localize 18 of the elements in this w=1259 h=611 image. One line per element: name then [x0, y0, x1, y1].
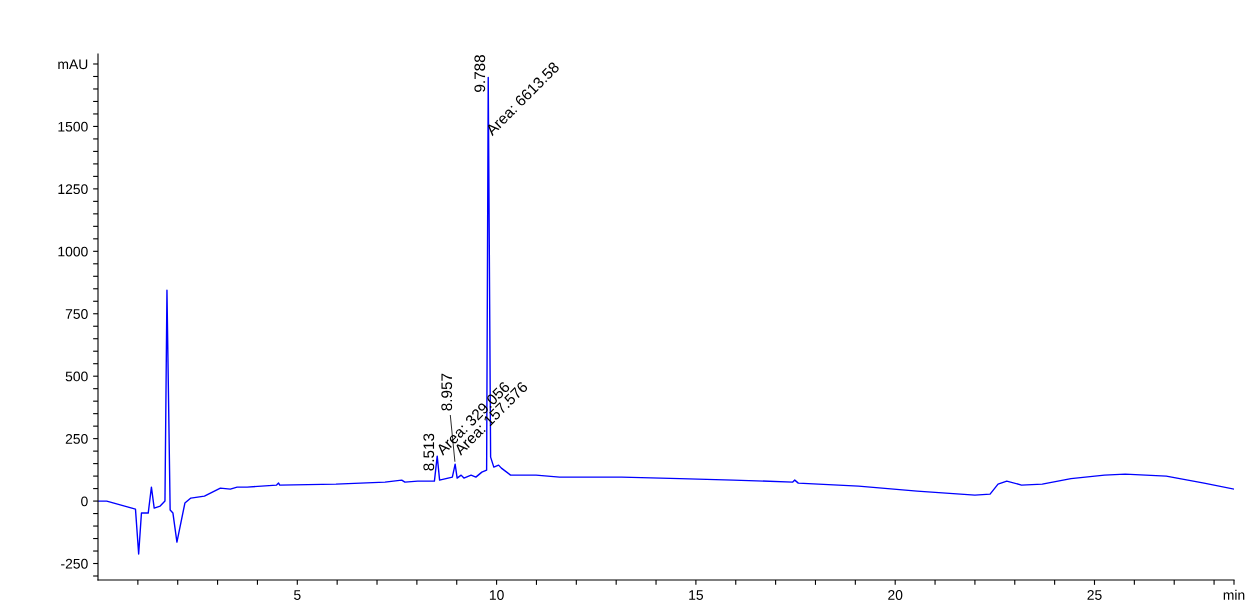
annotation: 8.957: [441, 373, 453, 411]
x-tick-label: 20: [888, 590, 903, 600]
y-tick-label: -250: [61, 558, 88, 569]
x-tick-label: min: [1223, 589, 1245, 600]
y-tick-label: 1500: [58, 121, 88, 132]
x-tick-label: 5: [293, 590, 301, 600]
y-tick-label: 1250: [58, 184, 88, 195]
x-tick-label: 25: [1087, 590, 1102, 600]
x-tick-label: 15: [689, 590, 704, 600]
x-tick-label: 10: [489, 590, 504, 600]
annotation: 9.788: [474, 55, 486, 92]
y-tick-label: mAU: [58, 59, 88, 70]
y-tick-label: 0: [81, 496, 88, 507]
y-tick-label: 1000: [58, 246, 88, 257]
annotation: 8.513: [423, 433, 435, 471]
y-tick-label: 250: [65, 433, 88, 444]
y-tick-label: 750: [65, 309, 88, 319]
y-tick-label: 500: [65, 371, 88, 382]
